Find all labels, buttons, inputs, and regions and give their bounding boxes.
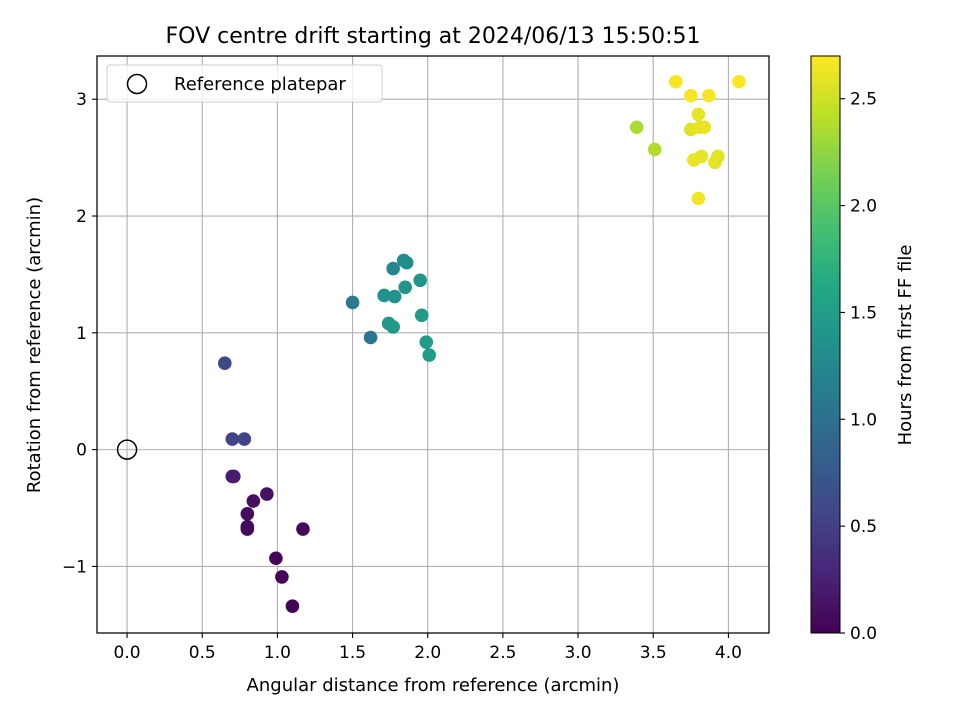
legend-marker xyxy=(126,73,148,95)
data-point xyxy=(296,522,310,536)
data-point xyxy=(387,289,402,304)
data-point xyxy=(386,320,400,334)
x-tick-label: 0.5 xyxy=(189,643,216,663)
colorbar-tick-label: 0.0 xyxy=(850,624,877,644)
data-point xyxy=(697,120,712,135)
data-point xyxy=(363,330,378,345)
data-point xyxy=(702,88,716,103)
y-tick-label: 0 xyxy=(76,441,87,461)
data-point xyxy=(240,507,255,521)
y-tick-label: 2 xyxy=(76,207,87,227)
data-point xyxy=(414,308,429,323)
x-tick-label: 2.5 xyxy=(489,643,516,663)
y-tick-label: 3 xyxy=(76,90,87,110)
legend: Reference platepar xyxy=(106,64,383,103)
colorbar-tick-label: 0.5 xyxy=(850,517,877,537)
colorbar-ticks: 0.0 0.5 1.0 1.5 2.0 2.5 xyxy=(840,90,877,644)
data-point xyxy=(732,74,746,89)
colorbar-tick-label: 1.5 xyxy=(850,303,877,323)
x-tick-label: 3.0 xyxy=(565,643,592,663)
data-point xyxy=(413,273,428,288)
colorbar-tick-label: 1.0 xyxy=(850,410,877,430)
data-point xyxy=(691,107,706,122)
colorbar-label: Hours from first FF file xyxy=(895,245,916,446)
colorbar-gradient xyxy=(810,55,841,634)
x-tick-label: 3.5 xyxy=(640,643,667,663)
data-point xyxy=(377,288,391,303)
y-axis-ticks: −1 0 1 2 3 xyxy=(62,90,97,577)
y-axis-label: Rotation from reference (arcmin) xyxy=(24,197,45,493)
data-point xyxy=(217,356,232,370)
legend-label: Reference platepar xyxy=(174,74,346,95)
data-point xyxy=(246,494,261,508)
data-point xyxy=(694,149,709,164)
data-point xyxy=(399,255,414,270)
colorbar: 0.0 0.5 1.0 1.5 2.0 2.5 Hours from first FF f… xyxy=(810,55,916,644)
data-point xyxy=(225,432,240,446)
data-point xyxy=(240,519,255,534)
data-point xyxy=(422,348,437,362)
data-point xyxy=(647,142,662,157)
chart-title: FOV centre drift starting at 2024/06/13 … xyxy=(166,24,701,49)
x-axis-ticks: 0.0 0.5 1.0 1.5 2.0 2.5 3.0 3.5 4.0 xyxy=(114,633,742,663)
colorbar-tick-label: 2.5 xyxy=(850,90,877,110)
x-tick-label: 1.0 xyxy=(264,643,291,663)
data-point xyxy=(398,280,412,295)
x-tick-label: 4.0 xyxy=(715,643,742,663)
data-point xyxy=(275,570,289,584)
x-tick-label: 2.0 xyxy=(414,643,441,663)
y-tick-label: −1 xyxy=(62,557,87,577)
data-point xyxy=(269,551,283,566)
data-point xyxy=(345,295,360,310)
data-point xyxy=(386,261,400,276)
data-point xyxy=(225,469,240,484)
x-axis-label: Angular distance from reference (arcmin) xyxy=(247,675,620,696)
data-point xyxy=(285,599,300,613)
x-tick-label: 0.0 xyxy=(114,643,141,663)
data-point xyxy=(419,335,434,349)
data-point xyxy=(237,432,252,446)
legend-box xyxy=(106,64,383,103)
x-tick-label: 1.5 xyxy=(339,643,366,663)
data-point xyxy=(684,88,698,103)
data-point xyxy=(260,487,274,501)
data-point xyxy=(668,74,683,89)
grid xyxy=(97,56,769,633)
data-points xyxy=(217,74,746,613)
data-point xyxy=(629,120,644,135)
colorbar-tick-label: 2.0 xyxy=(850,197,877,217)
data-point xyxy=(711,149,725,164)
plot-frame xyxy=(96,55,770,634)
y-tick-label: 1 xyxy=(76,324,87,344)
data-point xyxy=(691,191,706,206)
reference-platepar-marker xyxy=(116,439,138,460)
